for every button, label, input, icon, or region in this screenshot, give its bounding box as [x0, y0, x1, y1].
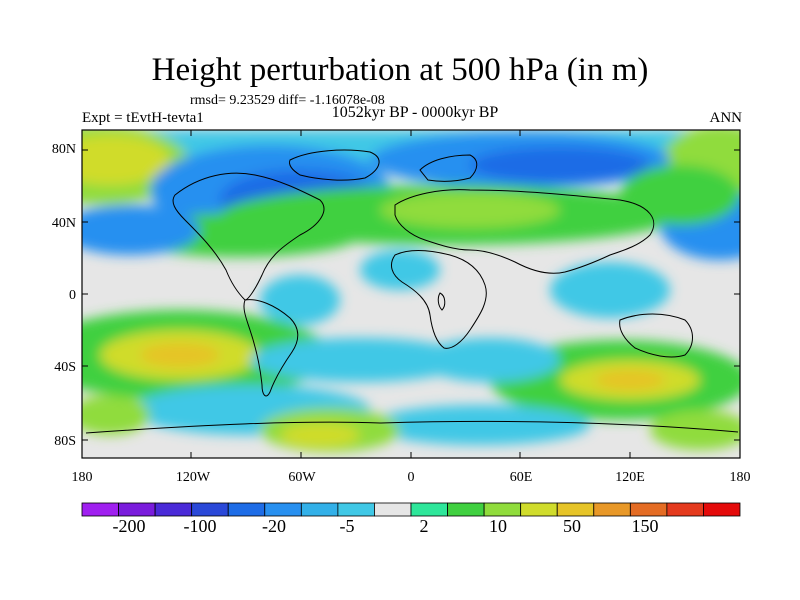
- colorbar-swatch: [227, 502, 266, 517]
- axis-ticks: [81, 130, 741, 458]
- colorbar-swatch: [666, 502, 704, 517]
- colorbar-swatch: [483, 502, 522, 517]
- colorbar-swatch: [300, 502, 339, 517]
- colorbar-swatch: [703, 502, 741, 517]
- colorbar-swatch: [264, 502, 302, 517]
- colorbar-swatch: [556, 502, 595, 517]
- colorbar-swatch: [118, 502, 156, 517]
- lon-label: 120E: [615, 470, 645, 485]
- colorbar-label: 10: [489, 516, 507, 536]
- colorbar-swatch: [81, 502, 119, 517]
- map-title: Height perturbation at 500 hPa (in m): [151, 52, 649, 88]
- lon-label: 0: [407, 470, 415, 485]
- lat-label: 80N: [51, 142, 76, 157]
- colorbar-swatch: [410, 502, 448, 517]
- colorbar-swatch: [520, 502, 558, 517]
- lon-label: 180: [729, 470, 751, 485]
- colorbar-swatch: [447, 502, 485, 517]
- contour-field: [82, 130, 740, 458]
- lat-label: 40N: [51, 216, 76, 231]
- colorbar-label: 50: [563, 516, 581, 536]
- colorbar-swatch: [154, 502, 193, 517]
- colorbar-label: 2: [419, 516, 429, 536]
- colorbar-swatch: [337, 502, 375, 517]
- coastlines: [85, 149, 739, 434]
- lon-label: 60W: [288, 470, 316, 485]
- colorbar-swatch: [374, 502, 412, 517]
- colorbar-swatch: [191, 502, 229, 517]
- colorbar-swatch: [593, 502, 631, 517]
- period-label: 1052kyr BP - 0000kyr BP: [331, 104, 499, 121]
- lon-label: 60E: [509, 470, 533, 485]
- experiment-label: Expt = tEvtH-tevta1: [82, 110, 204, 126]
- lon-label: 120W: [175, 470, 211, 485]
- lon-label: 180: [71, 470, 93, 485]
- lat-label: 40S: [54, 360, 76, 375]
- colorbar: [81, 502, 741, 517]
- colorbar-label: -20: [262, 516, 286, 536]
- colorbar-label: 150: [631, 516, 659, 536]
- colorbar-label: -200: [112, 516, 146, 536]
- lat-label: 0: [69, 288, 76, 303]
- season-label: ANN: [709, 110, 743, 126]
- stats-text: rmsd= 9.23529 diff= -1.16078e-08: [190, 93, 385, 108]
- lat-label: 80S: [54, 434, 76, 449]
- colorbar-label: -100: [183, 516, 217, 536]
- colorbar-swatch: [629, 502, 668, 517]
- colorbar-label: -5: [339, 516, 355, 536]
